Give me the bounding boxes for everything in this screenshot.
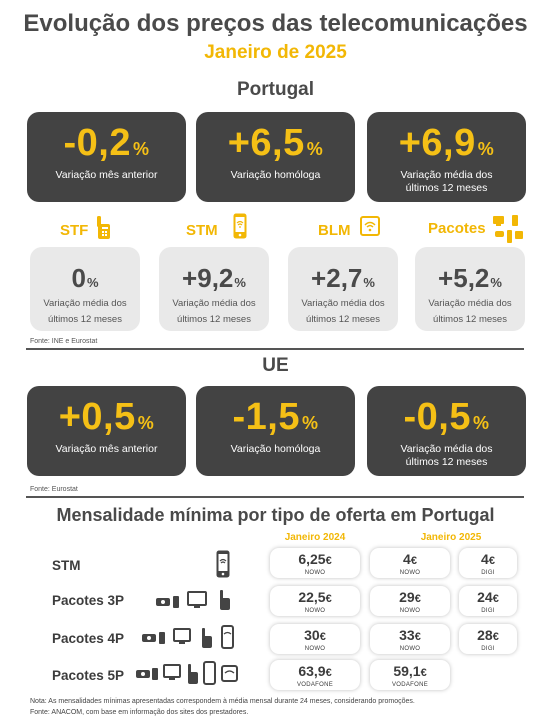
stf-card-label-2: últimos 12 meses	[48, 314, 122, 325]
stf-card-value: 0%	[71, 263, 99, 293]
ue-card-month: +0,5% Variação mês anterior	[27, 386, 186, 476]
ue-card-12m-value: -0,5%	[403, 396, 490, 438]
price-4p-2024: 30€ NOWO	[270, 624, 360, 654]
service-stf-label: STF	[60, 222, 89, 239]
price-3p-2024: 22,5€ NOWO	[270, 586, 360, 616]
tablet-wifi-icon	[360, 216, 380, 236]
ue-card-month-label: Variação mês anterior	[55, 443, 158, 455]
stm-card-label-2: últimos 12 meses	[177, 314, 251, 325]
blm-card-value: +2,7%	[311, 263, 375, 293]
stf-card: 0% Variação média dos últimos 12 meses	[30, 247, 140, 331]
pt-card-month-value: -0,2%	[63, 122, 150, 164]
bundle-3p-icons	[156, 590, 230, 610]
price-stm-2025-nowo: 4€ NOWO	[370, 548, 450, 578]
price-5p-2024: 63,9€ VODAFONE	[270, 660, 360, 690]
ue-card-12m-label-1: Variação média dos	[400, 443, 493, 455]
pacotes-card-label-1: Variação média dos	[428, 298, 512, 309]
stf-card-label-1: Variação média dos	[43, 298, 127, 309]
portugal-heading: Portugal	[236, 79, 315, 100]
pt-card-yoy-value: +6,5%	[227, 122, 324, 164]
row-label-pacotes-4p: Pacotes 4P	[52, 631, 125, 646]
pt-card-month-label: Variação mês anterior	[55, 169, 158, 181]
pt-card-12m-label-2: últimos 12 meses	[405, 182, 488, 194]
ue-card-12m: -0,5% Variação média dos últimos 12 mese…	[367, 386, 526, 476]
ue-card-yoy-value: -1,5%	[232, 396, 319, 438]
service-pacotes-label: Pacotes	[428, 220, 486, 237]
pt-card-12m-value: +6,9%	[398, 122, 495, 164]
divider	[26, 496, 524, 498]
pt-card-yoy-label: Variação homóloga	[230, 169, 321, 181]
ue-source: Fonte: Eurostat	[30, 486, 78, 493]
landline-phone-icon	[97, 216, 110, 239]
price-stm-2024: 6,25€ NOWO	[270, 548, 360, 578]
page-subtitle: Janeiro de 2025	[204, 42, 347, 63]
ue-card-month-value: +0,5%	[58, 396, 155, 438]
ue-card-yoy: -1,5% Variação homóloga	[196, 386, 355, 476]
bundle-5p-icons	[136, 661, 238, 685]
price-4p-2025-digi: 28€ DIGI	[459, 624, 517, 654]
stm-card-label-1: Variação média dos	[172, 298, 256, 309]
pt-card-month: -0,2% Variação mês anterior	[27, 112, 186, 202]
col-head-2024: Janeiro 2024	[284, 532, 346, 543]
ue-heading: UE	[262, 355, 289, 376]
price-5p-2025-vodafone: 59,1€ VODAFONE	[370, 660, 450, 690]
row-label-stm: STM	[52, 558, 81, 573]
stm-card-value: +9,2%	[182, 263, 246, 293]
col-head-2025: Janeiro 2025	[420, 532, 482, 543]
ue-card-12m-label-2: últimos 12 meses	[405, 456, 488, 468]
price-stm-2025-digi: 4€ DIGI	[459, 548, 517, 578]
row-label-pacotes-5p: Pacotes 5P	[52, 668, 125, 683]
pacotes-card: +5,2% Variação média dos últimos 12 mese…	[415, 247, 525, 331]
minimum-heading: Mensalidade mínima por tipo de oferta em…	[56, 505, 495, 525]
bundle-4p-icons	[142, 625, 234, 649]
pacotes-card-value: +5,2%	[438, 263, 502, 293]
pt-card-12m: +6,9% Variação média dos últimos 12 mese…	[367, 112, 526, 202]
mobile-phone-icon	[233, 213, 247, 239]
row-label-pacotes-3p: Pacotes 3P	[52, 593, 125, 608]
pacotes-card-label-2: últimos 12 meses	[433, 314, 507, 325]
bundle-devices-icon	[493, 215, 523, 243]
price-3p-2025-nowo: 29€ NOWO	[370, 586, 450, 616]
mobile-phone-icon	[216, 550, 230, 578]
pt-card-yoy: +6,5% Variação homóloga	[196, 112, 355, 202]
footnote: Nota: As mensalidades mínimas apresentad…	[30, 698, 415, 705]
service-blm-label: BLM	[318, 222, 351, 239]
price-3p-2025-digi: 24€ DIGI	[459, 586, 517, 616]
blm-card-label-1: Variação média dos	[301, 298, 385, 309]
blm-card: +2,7% Variação média dos últimos 12 mese…	[288, 247, 398, 331]
minimum-source: Fonte: ANACOM, com base em informação do…	[30, 709, 249, 716]
pt-card-12m-label-1: Variação média dos	[400, 169, 493, 181]
blm-card-label-2: últimos 12 meses	[306, 314, 380, 325]
stm-card: +9,2% Variação média dos últimos 12 mese…	[159, 247, 269, 331]
price-4p-2025-nowo: 33€ NOWO	[370, 624, 450, 654]
ue-card-yoy-label: Variação homóloga	[230, 443, 321, 455]
portugal-source: Fonte: INE e Eurostat	[30, 338, 98, 345]
divider	[26, 348, 524, 350]
page-title: Evolução dos preços das telecomunicações	[23, 10, 528, 37]
service-stm-label: STM	[186, 222, 218, 239]
